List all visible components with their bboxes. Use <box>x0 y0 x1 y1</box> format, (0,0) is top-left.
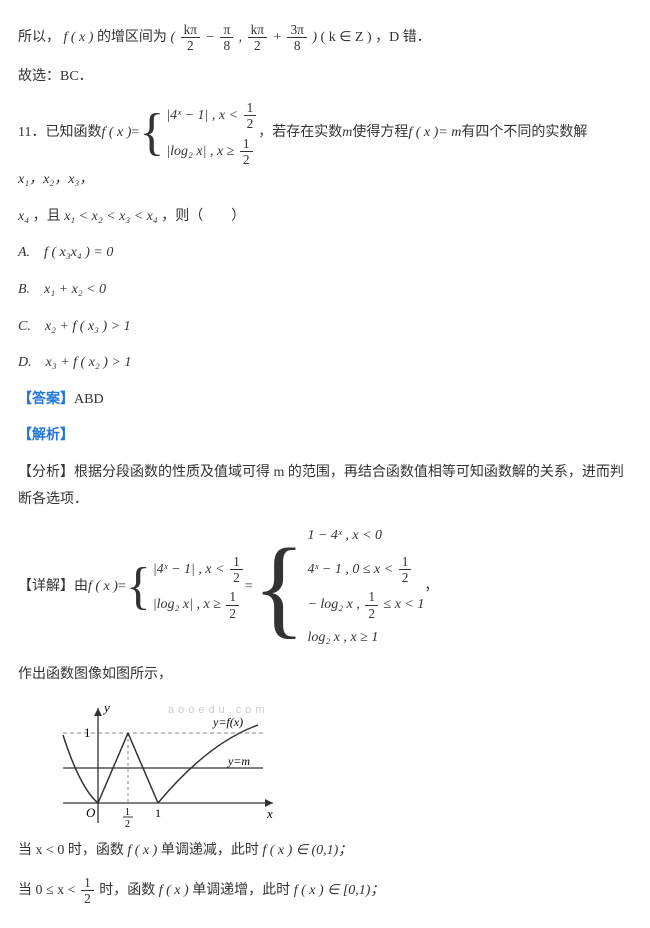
interval: ( kπ2 − π8 , kπ2 + 3π8 ) <box>170 30 320 45</box>
option-c: C. x₂ + f ( x₃ ) > 1 <box>18 314 632 341</box>
equals: = <box>118 574 126 601</box>
x4: x₄ <box>18 209 29 224</box>
svg-text:y=m: y=m <box>227 754 250 768</box>
text: 的增区间为 <box>97 30 167 45</box>
k-in-Z: ( k ∈ Z ) <box>321 30 372 45</box>
watermark: aooedu.com <box>168 700 269 721</box>
fx: f ( x ) <box>408 120 438 147</box>
inequality: x₁ < x₂ < x₃ < x₄ <box>64 209 158 224</box>
fx: f ( x ) <box>262 843 292 858</box>
comma: ， <box>424 574 438 601</box>
fx: f ( x ) <box>294 883 324 898</box>
text: ，且 <box>33 209 65 224</box>
fx: f ( x ) <box>127 843 157 858</box>
q11-prefix: 11．已知函数 <box>18 120 101 147</box>
answer-label: 【答案】 <box>18 392 74 407</box>
text: 当 x < 0 时，函数 <box>18 843 127 858</box>
range: ∈ [0,1)； <box>327 883 384 898</box>
paragraph-1: 所以， f ( x ) 的增区间为 ( kπ2 − π8 , kπ2 + 3π8… <box>18 22 632 54</box>
text: 所以， <box>18 30 60 45</box>
equals: = <box>131 120 139 147</box>
piecewise-right: { 1 − 4ˣ , x < 0 4ˣ − 1 , 0 ≤ x < 12 − l… <box>253 523 425 651</box>
option-b: B. x₁ + x₂ < 0 <box>18 277 632 304</box>
answer-line: 【答案】ABD <box>18 387 632 414</box>
svg-text:y: y <box>102 700 110 715</box>
text: ，D 错． <box>375 30 431 45</box>
fx: f ( x ) <box>101 120 131 147</box>
m: m <box>342 120 352 147</box>
text: 单调递减，此时 <box>161 843 263 858</box>
fx: f ( x ) <box>88 574 118 601</box>
option-d: D. x₃ + f ( x₂ ) > 1 <box>18 350 632 377</box>
text: 有四个不同的实数解 <box>461 120 587 147</box>
svg-text:2: 2 <box>125 819 130 828</box>
option-a: A. f ( x₃x₄ ) = 0 <box>18 240 632 267</box>
case-x-lt-0: 当 x < 0 时，函数 f ( x ) 单调递减，此时 f ( x ) ∈ (… <box>18 838 632 865</box>
question-11-cont: x₄ ，且 x₁ < x₂ < x₃ < x₄ ，则（ ） <box>18 204 632 231</box>
svg-text:1: 1 <box>125 807 130 818</box>
piecewise-def: { |4ˣ − 1| , x < 12 |log₂ x| , x ≥ 12 <box>139 100 258 167</box>
fx: f ( x ) <box>159 883 189 898</box>
jiexi-label: 【解析】 <box>18 423 632 450</box>
case-0-to-half: 当 0 ≤ x < 12 时，函数 f ( x ) 单调递增，此时 f ( x … <box>18 875 632 907</box>
svg-text:O: O <box>86 805 96 820</box>
equals: = <box>245 574 253 601</box>
xiangjie-label: 【详解】由 <box>18 574 88 601</box>
text: 使得方程 <box>352 120 408 147</box>
text: 时，函数 <box>99 883 159 898</box>
text: 单调递增，此时 <box>192 883 294 898</box>
text: ，则（ ） <box>161 209 245 224</box>
svg-text:x: x <box>266 806 273 821</box>
question-11: 11．已知函数 f ( x ) = { |4ˣ − 1| , x < 12 |l… <box>18 100 632 194</box>
text: ，若存在实数 <box>258 120 342 147</box>
answer-value: ABD <box>74 392 104 407</box>
eq-m: = m <box>438 120 461 147</box>
svg-text:1: 1 <box>84 725 91 740</box>
svg-text:1: 1 <box>155 806 161 820</box>
roots: x₁，x₂，x₃， <box>18 167 93 194</box>
detailed-solution: 【详解】由 f ( x ) = { |4ˣ − 1| , x < 12 |log… <box>18 523 632 651</box>
graph-intro: 作出函数图像如图所示， <box>18 662 632 689</box>
text: 当 0 ≤ x < <box>18 883 76 898</box>
function-graph: aooedu.com O1yx121y=f(x)y=m <box>58 698 632 828</box>
conclusion-bc: 故选：BC． <box>18 64 632 91</box>
analysis-text: 根据分段函数的性质及值域可得 m 的范围，再结合函数值相等可知函数解的关系，进而… <box>18 465 624 507</box>
analysis: 【分析】根据分段函数的性质及值域可得 m 的范围，再结合函数值相等可知函数解的关… <box>18 460 632 513</box>
fx: f ( x ) <box>64 30 94 45</box>
piecewise-left: { |4ˣ − 1| , x < 12 |log₂ x| , x ≥ 12 <box>126 554 245 621</box>
analysis-label: 【分析】 <box>18 465 74 480</box>
range: ∈ (0,1)； <box>296 843 353 858</box>
